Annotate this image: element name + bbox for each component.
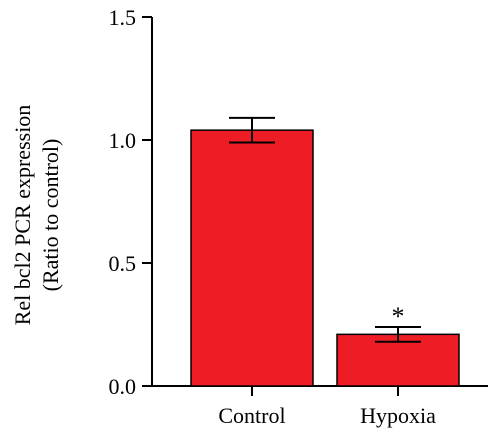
x-axis: Control Hypoxia bbox=[152, 385, 488, 428]
y-tick-label: 0.0 bbox=[109, 374, 137, 399]
bar-hypoxia bbox=[336, 333, 460, 387]
bars bbox=[190, 129, 460, 387]
x-tick-label: Control bbox=[218, 403, 285, 428]
y-tick-label: 1.0 bbox=[109, 128, 137, 153]
y-axis-label-line-2: (Ratio to control) bbox=[38, 139, 63, 292]
error-bar-hypoxia bbox=[375, 325, 421, 343]
significance-marker: * bbox=[392, 302, 405, 331]
x-tick-label: Hypoxia bbox=[360, 403, 436, 428]
y-tick-label: 1.5 bbox=[109, 5, 137, 30]
y-axis: 0.0 0.5 1.0 1.5 bbox=[109, 5, 153, 399]
error-bars bbox=[229, 116, 421, 343]
error-bar-control bbox=[229, 116, 275, 144]
y-tick-label: 0.5 bbox=[109, 251, 137, 276]
annotations: * bbox=[392, 302, 405, 331]
bar-control bbox=[190, 129, 314, 387]
y-axis-label-line-1: Rel bcl2 PCR expression bbox=[10, 105, 35, 326]
